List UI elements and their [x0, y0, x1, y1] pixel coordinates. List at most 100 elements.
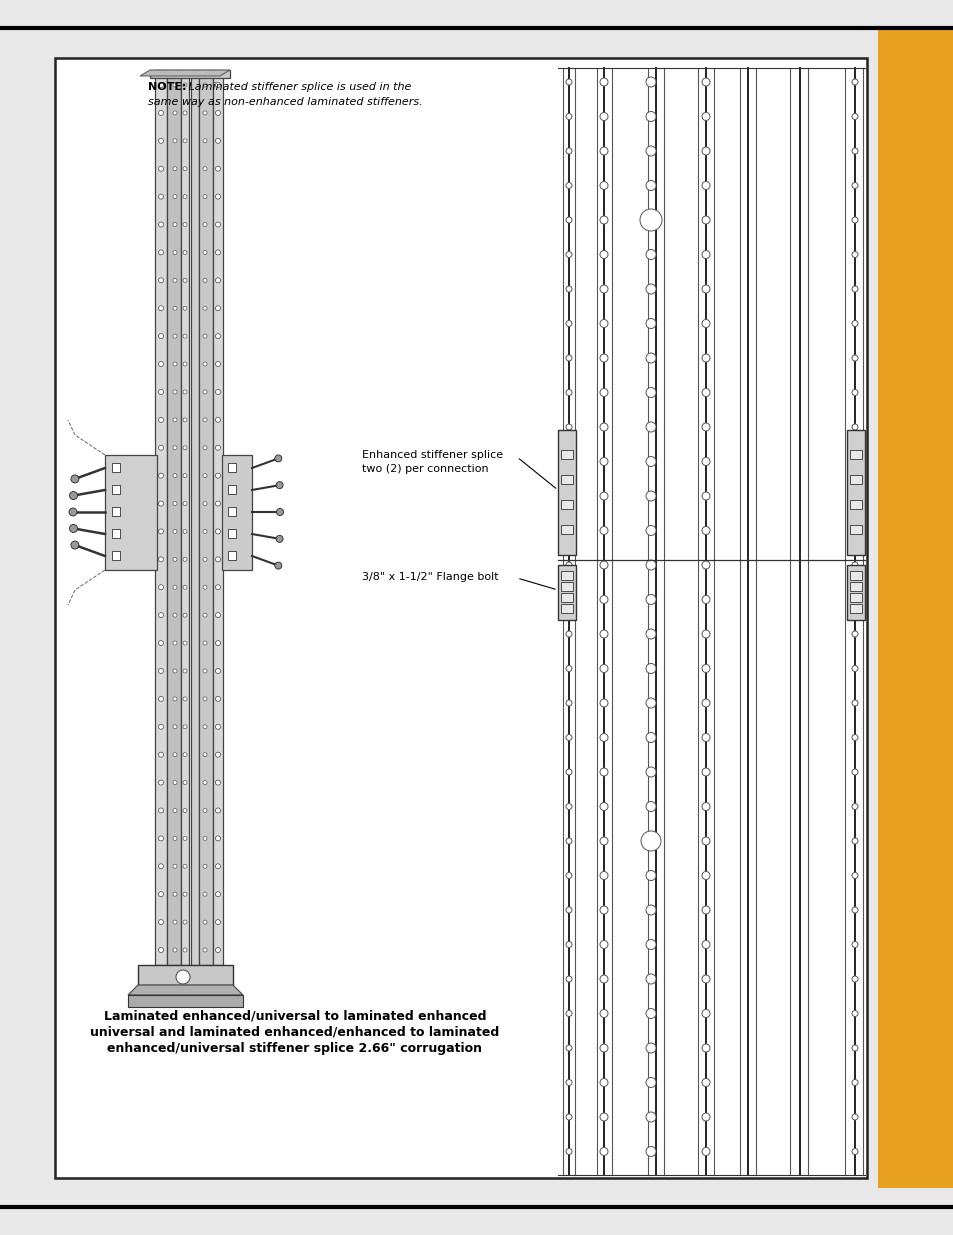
Circle shape [183, 83, 187, 86]
Circle shape [701, 768, 709, 776]
Circle shape [274, 454, 281, 462]
Circle shape [851, 1010, 857, 1016]
Circle shape [215, 446, 220, 451]
Circle shape [183, 752, 187, 757]
Circle shape [158, 362, 163, 367]
Circle shape [183, 278, 187, 283]
Circle shape [172, 752, 177, 757]
Circle shape [599, 78, 607, 86]
Circle shape [203, 195, 207, 199]
Circle shape [215, 808, 220, 813]
Circle shape [215, 194, 220, 199]
Circle shape [158, 417, 163, 422]
Circle shape [215, 724, 220, 730]
Circle shape [215, 613, 220, 618]
Circle shape [565, 1010, 572, 1016]
Circle shape [203, 306, 207, 310]
Circle shape [851, 769, 857, 776]
Bar [150, 70, 230, 78]
Circle shape [172, 362, 177, 366]
Circle shape [183, 920, 187, 924]
Circle shape [215, 417, 220, 422]
Circle shape [565, 1114, 572, 1120]
Circle shape [172, 306, 177, 310]
Circle shape [565, 79, 572, 85]
Circle shape [203, 948, 207, 952]
Circle shape [183, 585, 187, 589]
Circle shape [645, 1146, 656, 1156]
Circle shape [701, 526, 709, 535]
Circle shape [565, 217, 572, 224]
Circle shape [701, 251, 709, 258]
Circle shape [851, 114, 857, 120]
Circle shape [599, 1147, 607, 1156]
Circle shape [645, 767, 656, 777]
Circle shape [183, 948, 187, 952]
Circle shape [645, 353, 656, 363]
Circle shape [701, 354, 709, 362]
Circle shape [645, 77, 656, 86]
Circle shape [851, 148, 857, 154]
Circle shape [183, 111, 187, 115]
Circle shape [203, 809, 207, 813]
Bar [228, 463, 235, 472]
Circle shape [701, 1044, 709, 1052]
Circle shape [183, 362, 187, 366]
Text: same way as non-enhanced laminated stiffeners.: same way as non-enhanced laminated stiff… [148, 98, 422, 107]
Circle shape [645, 629, 656, 638]
Circle shape [183, 892, 187, 897]
Circle shape [183, 697, 187, 701]
Circle shape [565, 527, 572, 534]
Circle shape [701, 285, 709, 293]
Circle shape [565, 872, 572, 878]
Circle shape [599, 1044, 607, 1052]
Circle shape [203, 138, 207, 143]
Circle shape [172, 948, 177, 952]
Circle shape [599, 803, 607, 810]
Circle shape [215, 863, 220, 868]
Circle shape [599, 354, 607, 362]
Circle shape [183, 417, 187, 422]
Circle shape [183, 613, 187, 618]
Circle shape [599, 112, 607, 121]
Circle shape [172, 585, 177, 589]
Circle shape [565, 287, 572, 291]
Circle shape [565, 493, 572, 499]
Circle shape [645, 111, 656, 121]
Circle shape [203, 669, 207, 673]
Bar [112, 485, 120, 494]
Circle shape [158, 194, 163, 199]
Circle shape [701, 872, 709, 879]
Circle shape [203, 613, 207, 618]
Circle shape [275, 535, 283, 542]
Circle shape [172, 836, 177, 840]
Polygon shape [140, 70, 230, 77]
Circle shape [215, 697, 220, 701]
Bar [138, 965, 233, 986]
Circle shape [565, 424, 572, 430]
Circle shape [701, 561, 709, 569]
Bar [167, 70, 181, 965]
Bar [558, 564, 576, 620]
Circle shape [565, 631, 572, 637]
Circle shape [565, 389, 572, 395]
Circle shape [599, 147, 607, 156]
Circle shape [565, 562, 572, 568]
Bar [877, 28, 953, 1188]
Circle shape [158, 920, 163, 925]
Circle shape [851, 941, 857, 947]
Circle shape [203, 864, 207, 868]
Circle shape [645, 1009, 656, 1019]
Circle shape [158, 222, 163, 227]
Circle shape [599, 424, 607, 431]
Circle shape [599, 1113, 607, 1121]
Circle shape [215, 501, 220, 506]
Circle shape [274, 562, 281, 569]
Text: enhanced/universal stiffener splice 2.66" corrugation: enhanced/universal stiffener splice 2.66… [108, 1042, 482, 1055]
Circle shape [172, 725, 177, 729]
Circle shape [645, 663, 656, 673]
Bar [846, 430, 864, 555]
Circle shape [565, 114, 572, 120]
Circle shape [183, 446, 187, 450]
Circle shape [645, 249, 656, 259]
